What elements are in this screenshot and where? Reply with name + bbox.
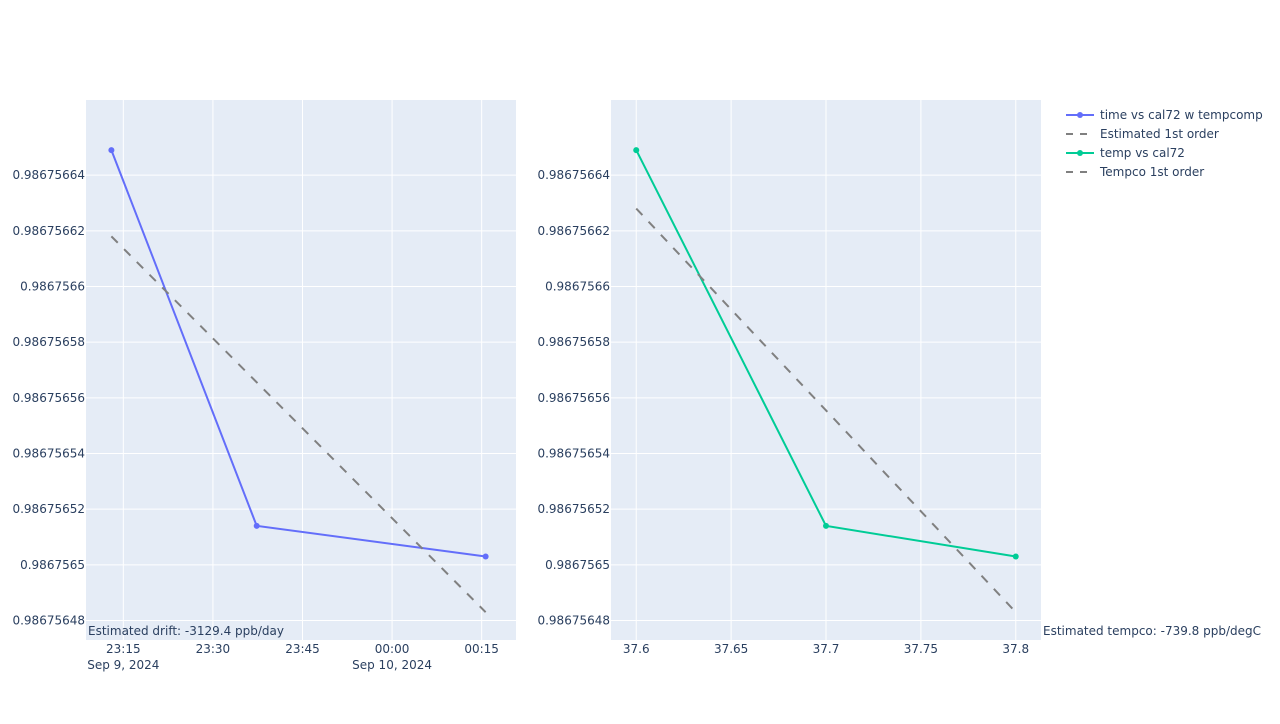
data-point	[823, 522, 829, 529]
legend: time vs cal72 w tempcomp Estimated 1st or…	[1066, 108, 1263, 179]
y-tick-label: 0.9867565	[20, 558, 85, 572]
data-point	[253, 522, 260, 529]
y-tick-label: 0.98675664	[537, 168, 610, 182]
y-tick-label: 0.98675664	[12, 168, 85, 182]
data-point	[633, 147, 640, 154]
data-point	[108, 147, 115, 154]
legend-label: Tempco 1st order	[1099, 165, 1204, 179]
annotation-text: Estimated drift: -3129.4 ppb/day	[88, 624, 284, 638]
legend-label: Estimated 1st order	[1100, 127, 1219, 141]
legend-label: temp vs cal72	[1100, 146, 1185, 160]
annotation-text: Estimated tempco: -739.8 ppb/degC	[1043, 624, 1261, 638]
series-line-2	[635, 207, 1017, 613]
subplot-2: 0.98675648 0.9867565 0.98675652 0.98675654 0…	[537, 100, 1261, 656]
y-tick-label: 0.98675648	[12, 614, 85, 628]
x-tick-label: 23:15	[106, 642, 141, 656]
x-tick-label: 37.75	[904, 642, 938, 656]
y-tick-label: 0.98675662	[537, 224, 610, 238]
y-tick-label: 0.98675656	[537, 391, 610, 405]
y-tick-label: 0.98675652	[12, 502, 85, 516]
y-tick-label: 0.98675658	[537, 335, 610, 349]
legend-marker	[1077, 112, 1083, 118]
legend-item: temp vs cal72	[1066, 146, 1185, 160]
data-point	[482, 553, 489, 560]
y-tick-label: 0.98675656	[12, 391, 85, 405]
subplot-1: 0.98675648 0.9867565 0.98675652 0.98675654 0…	[12, 100, 516, 672]
y-tick-label: 0.9867566	[20, 279, 85, 293]
x-tick-label: 23:30	[196, 642, 231, 656]
data-point	[1012, 553, 1019, 560]
x-tick-sublabel: Sep 10, 2024	[352, 658, 432, 672]
y-tick-label: 0.9867566	[545, 279, 610, 293]
x-tick-label: 00:00	[375, 642, 410, 656]
legend-marker	[1077, 150, 1083, 156]
legend-item: Estimated 1st order	[1066, 127, 1219, 141]
legend-item: time vs cal72 w tempcomp	[1066, 108, 1263, 122]
x-tick-label: 37.6	[623, 642, 650, 656]
y-tick-label: 0.98675654	[537, 447, 610, 461]
y-tick-label: 0.98675658	[12, 335, 85, 349]
x-tick-label: 37.65	[714, 642, 748, 656]
x-tick-label: 00:15	[464, 642, 499, 656]
y-tick-label: 0.98675648	[537, 614, 610, 628]
x-tick-label: 37.8	[1002, 642, 1029, 656]
legend-item: Tempco 1st order	[1066, 165, 1204, 179]
plot-background	[86, 100, 516, 640]
x-tick-sublabel: Sep 9, 2024	[87, 658, 159, 672]
x-tick-label: 37.7	[813, 642, 840, 656]
y-tick-label: 0.98675652	[537, 502, 610, 516]
y-tick-label: 0.9867565	[545, 558, 610, 572]
y-tick-label: 0.98675654	[12, 447, 85, 461]
legend-label: time vs cal72 w tempcomp	[1100, 108, 1263, 122]
y-tick-label: 0.98675662	[12, 224, 85, 238]
x-tick-label: 23:45	[285, 642, 320, 656]
